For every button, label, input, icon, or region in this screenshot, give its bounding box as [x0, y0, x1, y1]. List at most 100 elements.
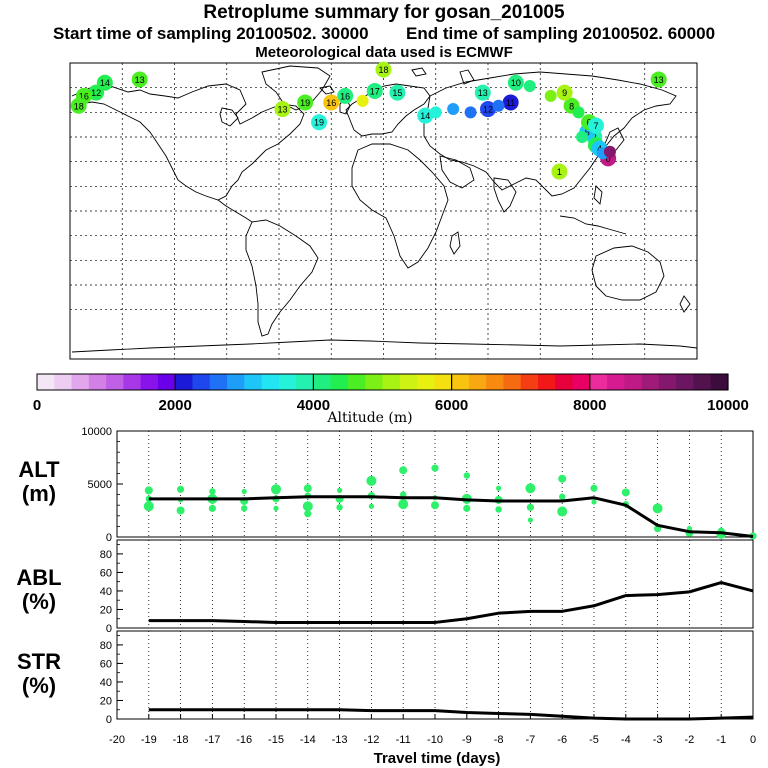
x-tick-label: -2: [685, 734, 695, 746]
plume-point-label: 12: [483, 105, 493, 115]
alt-label-line2: (m): [21, 481, 57, 506]
alt-scatter-point: [273, 505, 279, 511]
x-tick-label: -6: [557, 734, 567, 746]
abl-label-line2: (%): [21, 589, 57, 614]
colorbar-tick-label: 8000: [573, 397, 606, 414]
colorbar-segment: [244, 374, 263, 390]
colorbar-segment: [503, 374, 522, 390]
y-tick-label: 5000: [88, 479, 112, 491]
coast-new-zealand: [679, 295, 691, 313]
retroplume-points: 1234567891011121314151617181901413121618…: [70, 61, 667, 180]
plume-point-label: 17: [370, 86, 380, 96]
alt-scatter-point: [304, 510, 312, 518]
str-panel-label: STR (%): [4, 650, 74, 698]
alt-scatter-point: [271, 484, 281, 495]
plume-point: [603, 145, 616, 158]
alt-mean-line: [148, 495, 754, 538]
y-tick-label: 60: [100, 658, 112, 670]
abl-panel-label: ABL (%): [4, 566, 74, 614]
str-label-line1: STR: [17, 649, 61, 674]
colorbar-segment: [123, 374, 142, 390]
x-axis-label: Travel time (days): [374, 750, 501, 767]
alt-scatter-point: [591, 499, 597, 505]
plume-point-label: 13: [135, 75, 145, 85]
y-tick-label: 60: [100, 567, 112, 579]
colorbar-segment: [589, 374, 608, 390]
plume-point: [587, 117, 604, 134]
y-tick-label: 0: [106, 714, 112, 726]
y-tick-label: 20: [100, 695, 112, 707]
alt-scatter-point: [590, 484, 598, 492]
coast-antarctica: [71, 339, 698, 353]
plume-point-label: 14: [420, 111, 430, 121]
x-tick-label: -1: [716, 734, 726, 746]
plume-point: [474, 84, 491, 101]
y-tick-label: 80: [100, 640, 112, 652]
plume-point: [556, 84, 573, 101]
plume-point: [389, 84, 406, 101]
colorbar-segment: [572, 374, 591, 390]
alt-panel-label: ALT (m): [4, 458, 74, 506]
plume-point-label: 12: [91, 88, 101, 98]
plume-point: [366, 82, 383, 99]
map-graticule: [70, 63, 697, 359]
plume-point: [274, 101, 291, 118]
coastlines: [71, 65, 698, 353]
colorbar-segment: [537, 374, 556, 390]
plume-point-label: 7: [593, 121, 598, 131]
colorbar-tick-label: 2000: [159, 397, 192, 414]
alt-scatter-point: [496, 485, 502, 491]
colorbar-tick-label: 4000: [297, 397, 330, 414]
alt-scatter-point: [398, 499, 409, 510]
alt-scatter-point: [144, 486, 153, 495]
alt-scatter-point: [303, 484, 312, 493]
colorbar-segment: [417, 374, 435, 390]
coast-central-america: [217, 199, 253, 223]
colorbar-segment: [693, 374, 712, 390]
plume-point: [311, 114, 328, 131]
abl-label-line1: ABL: [16, 565, 62, 590]
plume-point: [502, 94, 519, 111]
str-line: [148, 708, 754, 721]
colorbar-segment: [365, 374, 384, 390]
y-tick-label: 20: [100, 604, 112, 616]
coast-indonesia: [559, 215, 627, 235]
coast-north-america: [71, 83, 305, 201]
x-tick-label: -19: [141, 734, 157, 746]
x-tick-label: -3: [653, 734, 663, 746]
alt-scatter-point: [368, 503, 374, 509]
y-tick-label: 10000: [81, 426, 112, 438]
alt-scatter-point: [463, 472, 470, 479]
coast-hudson-bay: [219, 107, 239, 127]
plume-point-label: 13: [478, 88, 488, 98]
plume-point-label: 13: [277, 105, 287, 115]
y-tick-label: 40: [100, 677, 112, 689]
colorbar-label: Altitude (m): [326, 410, 412, 426]
coast-philippines: [593, 185, 603, 205]
met-data-label: Meteorological data used is ECMWF: [255, 44, 513, 61]
colorbar-segment: [399, 374, 418, 390]
alt-scatter-point: [431, 464, 439, 472]
colorbar-tick-label: 10000: [707, 397, 749, 414]
colorbar-tick-label: 0: [33, 397, 41, 414]
plume-point-label: 5: [585, 128, 590, 138]
x-tick-label: -15: [268, 734, 284, 746]
x-tick-label: -17: [204, 734, 220, 746]
plume-point: [417, 107, 434, 124]
coast-arabia: [439, 155, 475, 189]
alt-scatter-point: [400, 491, 407, 498]
plume-point: [429, 106, 442, 119]
colorbar-segment: [37, 374, 55, 390]
coast-madagascar: [449, 231, 461, 255]
plume-point-label: 15: [392, 88, 402, 98]
plume-point-label: 8: [569, 101, 574, 111]
altitude-colorbar: [36, 373, 729, 391]
plume-point-label: 19: [300, 98, 310, 108]
coast-africa: [351, 143, 449, 269]
y-tick-label: 0: [106, 623, 112, 635]
colorbar-segment: [347, 374, 366, 390]
x-tick-label: -11: [396, 734, 411, 746]
colorbar-segment: [278, 374, 297, 390]
sampling-time-header: Start time of sampling 20100502. 30000 E…: [0, 24, 768, 44]
